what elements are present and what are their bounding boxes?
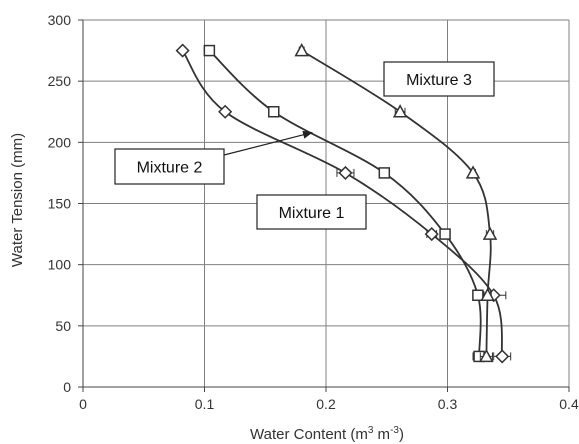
square-marker bbox=[472, 289, 484, 301]
triangle-marker bbox=[294, 43, 309, 57]
diamond-marker bbox=[495, 349, 510, 364]
x-tick-label: 0 bbox=[79, 396, 87, 412]
y-tick-label: 0 bbox=[63, 379, 71, 395]
triangle-marker bbox=[465, 165, 481, 179]
axes bbox=[78, 19, 570, 392]
callout-mixture-3-box bbox=[383, 61, 495, 97]
callouts: Mixture 3 Mixture 2 Mixture 1 bbox=[114, 61, 495, 230]
y-axis-title: Water Tension (mm) bbox=[9, 133, 26, 267]
diamond-marker bbox=[218, 104, 233, 119]
x-tick-label: 0.2 bbox=[316, 396, 336, 412]
diamond-marker bbox=[338, 165, 353, 180]
callout-mixture-3-label: Mixture 3 bbox=[406, 72, 472, 89]
callout-mixture-1-label: Mixture 1 bbox=[279, 205, 345, 222]
x-tick-label: 0.3 bbox=[438, 396, 458, 412]
diamond-marker bbox=[424, 227, 439, 242]
triangle-marker bbox=[479, 348, 494, 363]
y-tick-label: 300 bbox=[48, 12, 72, 28]
tick-labels: 0 0.1 0.2 0.3 0.4 0 50 100 150 200 250 300 bbox=[48, 12, 579, 412]
x-axis-title: Water Content (m3 m-3) bbox=[250, 425, 404, 443]
series-markers bbox=[175, 43, 512, 364]
callout-mixture-2-box bbox=[114, 148, 225, 185]
square-marker bbox=[439, 228, 451, 240]
y-tick-label: 200 bbox=[48, 134, 72, 150]
y-tick-label: 50 bbox=[55, 318, 71, 334]
y-tick-label: 250 bbox=[48, 73, 72, 89]
y-tick-label: 150 bbox=[48, 196, 72, 212]
triangle-marker bbox=[482, 226, 498, 240]
square-marker bbox=[203, 44, 216, 57]
triangle-marker bbox=[392, 104, 408, 118]
square-marker bbox=[378, 167, 391, 179]
callout-mixture-1-box bbox=[256, 194, 367, 230]
callout-mixture-2-arrow bbox=[223, 130, 313, 156]
x-tick-label: 0.1 bbox=[195, 396, 215, 412]
diamond-marker bbox=[175, 43, 190, 58]
x-tick-label: 0.4 bbox=[559, 396, 579, 412]
square-marker bbox=[268, 106, 280, 118]
triangle-marker bbox=[480, 287, 495, 301]
callout-mixture-2-label: Mixture 2 bbox=[137, 160, 203, 177]
y-tick-label: 100 bbox=[48, 257, 72, 273]
